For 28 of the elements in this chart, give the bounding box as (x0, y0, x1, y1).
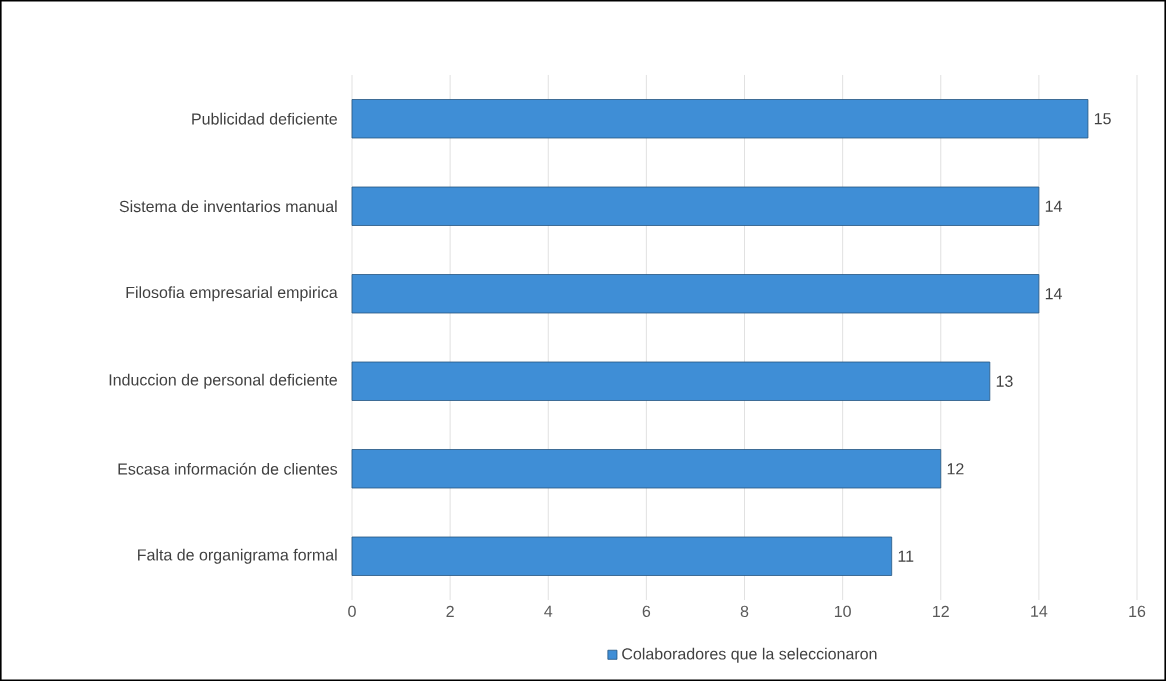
y-tick-label: Sistema de inventarios manual (119, 200, 337, 213)
y-tick-label: Publicidad deficiente (192, 112, 337, 125)
x-tick-label: 2 (446, 605, 454, 617)
bar (351, 99, 1089, 139)
data-label: 14 (1045, 200, 1062, 212)
bar (351, 449, 942, 489)
x-tick-label: 10 (834, 605, 851, 618)
x-tick-label: 16 (1129, 605, 1146, 618)
data-label: 15 (1094, 113, 1111, 125)
bar (351, 361, 991, 401)
data-label: 14 (1045, 288, 1062, 300)
data-label: 12 (947, 463, 964, 475)
x-tick-label: 12 (933, 605, 949, 617)
bar (351, 274, 1040, 314)
y-tick-label: Filosofia empresarial empirica (126, 286, 338, 302)
y-tick-label: Escasa información de clientes (118, 462, 338, 475)
x-tick-label: 14 (1031, 605, 1048, 617)
y-tick-label: Falta de organigrama formal (138, 548, 337, 564)
x-tick-label: 8 (740, 605, 749, 618)
y-tick-label: Induccion de personal deficiente (109, 373, 337, 389)
x-tick-label: 6 (642, 605, 651, 618)
bar (351, 186, 1040, 226)
x-tick-label: 0 (348, 605, 356, 618)
data-label: 13 (996, 375, 1013, 387)
data-label: 11 (898, 550, 914, 562)
x-tick-label: 4 (544, 605, 553, 617)
legend-label: Colaboradores que la seleccionaron (622, 647, 877, 663)
bar (351, 536, 893, 576)
